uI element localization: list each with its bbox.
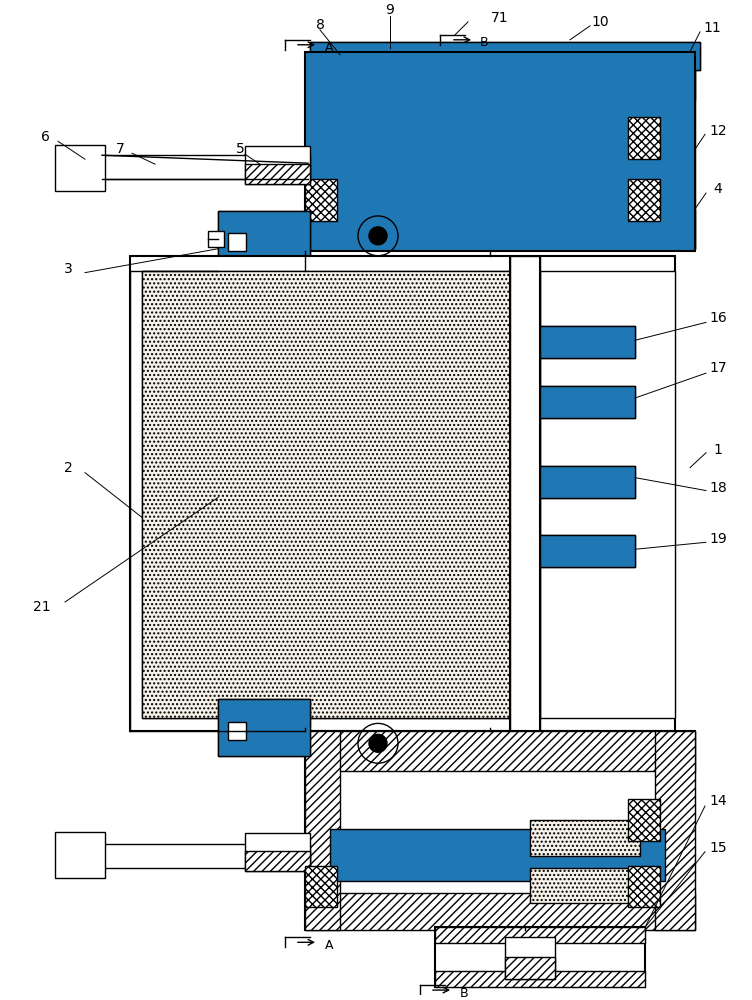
Bar [310,42,700,70]
Bar [245,146,310,184]
Bar [628,179,660,221]
Bar [510,535,635,567]
Bar [350,112,375,177]
Bar [55,145,105,191]
Text: 7: 7 [116,142,124,156]
Bar [530,868,640,903]
Text: 11: 11 [703,21,721,35]
Bar [510,466,635,498]
Bar [228,233,246,251]
Bar [435,927,645,987]
Bar [530,820,640,856]
Bar [655,731,695,930]
Text: 8: 8 [316,18,324,32]
Bar [510,326,635,358]
Circle shape [369,227,387,245]
Bar [628,117,660,159]
Bar [305,866,337,907]
Bar [218,699,310,756]
Bar [510,386,635,418]
Text: 18: 18 [709,481,727,495]
Bar [355,60,695,100]
Bar [530,131,640,167]
Bar [245,833,310,871]
Text: 15: 15 [709,841,727,855]
Bar [510,535,635,567]
Bar [305,179,337,221]
Text: A: A [325,41,333,54]
Bar [330,829,665,881]
Bar [142,271,512,718]
Bar [505,937,555,979]
Text: A: A [325,939,333,952]
Bar [142,271,512,718]
Bar [628,866,660,907]
Bar [510,256,540,731]
Text: 5: 5 [235,142,244,156]
Bar [355,60,695,249]
Bar [540,271,675,718]
Bar [330,142,665,194]
Bar [245,851,310,871]
Text: 9: 9 [386,3,395,17]
Circle shape [369,734,387,752]
Bar [310,42,700,70]
Text: 16: 16 [709,311,727,325]
Bar [245,164,310,184]
Bar [308,62,356,207]
Text: 12: 12 [709,124,727,138]
Text: 71: 71 [491,11,509,25]
Bar [218,699,310,756]
Text: 21: 21 [33,600,51,614]
Bar [305,731,340,930]
Bar [510,386,635,418]
Text: 14: 14 [709,794,727,808]
Text: B: B [480,36,489,49]
Bar [55,832,105,878]
Bar [655,60,695,249]
Text: 10: 10 [591,15,609,29]
Bar [305,893,695,930]
Bar [305,731,695,771]
Bar [208,231,224,247]
Text: 1: 1 [714,443,723,457]
Bar [305,52,695,251]
Bar [100,155,310,179]
Bar [308,62,356,207]
Bar [530,179,640,215]
Bar [435,927,645,943]
Bar [510,466,635,498]
Bar [305,731,695,930]
Text: 6: 6 [41,130,50,144]
Text: 3: 3 [64,262,72,276]
Bar [218,211,310,269]
Bar [130,256,675,731]
Bar [505,957,555,979]
Bar [510,326,635,358]
Text: 17: 17 [709,361,727,375]
Text: B: B [460,987,468,1000]
Text: 4: 4 [714,182,723,196]
Bar [512,271,540,718]
Text: 2: 2 [64,461,72,475]
Text: 19: 19 [709,532,727,546]
Bar [355,60,390,249]
Bar [218,211,310,269]
Bar [395,147,625,189]
Bar [395,834,625,876]
Bar [355,209,695,249]
Bar [100,844,310,868]
Bar [228,722,246,740]
Bar [435,971,645,987]
Bar [628,799,660,841]
